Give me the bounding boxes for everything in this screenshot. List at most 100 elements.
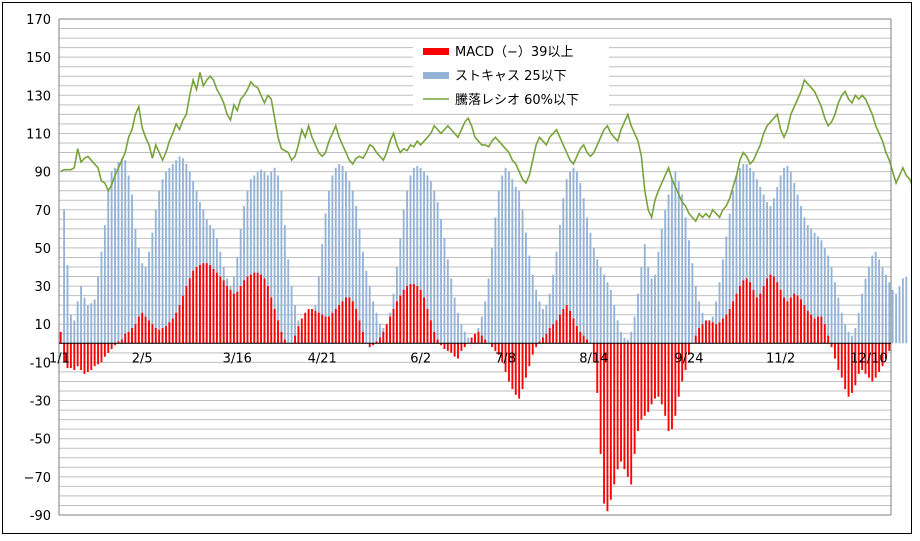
macd-bar (171, 318, 174, 344)
macd-bar (779, 289, 782, 344)
stochastic-bar (861, 293, 864, 344)
macd-bar (657, 343, 660, 397)
macd-bar (484, 339, 487, 344)
macd-bar (664, 343, 667, 416)
macd-bar (823, 324, 826, 344)
stochastic-bar (837, 297, 840, 344)
stochastic-bar (178, 156, 181, 344)
macd-bar (314, 310, 317, 344)
stochastic-bar (582, 198, 585, 344)
macd-bar (766, 278, 768, 344)
macd-bar (800, 299, 802, 344)
stochastic-bar (548, 293, 551, 344)
macd-bar (144, 316, 147, 344)
stochastic-bar (409, 175, 412, 344)
macd-bar (90, 343, 93, 371)
macd-bar (243, 280, 246, 344)
stochastic-bar (688, 240, 690, 344)
macd-bar (229, 289, 232, 344)
macd-bar (504, 343, 507, 372)
macd-bar (440, 343, 442, 346)
y-tick-label: 110 (26, 127, 51, 142)
stochastic-bar (93, 299, 96, 344)
stochastic-bar (817, 236, 819, 344)
macd-bar (518, 343, 521, 399)
stochastic-bar (429, 181, 432, 344)
macd-bar (844, 343, 847, 390)
stochastic-bar (406, 190, 409, 344)
macd-bar (446, 343, 449, 351)
stochastic-bar (888, 282, 891, 344)
macd-bar (294, 335, 296, 344)
stochastic-bar (345, 171, 347, 344)
legend: MACD（−）39以上 ストキャス 25以下 騰落レシオ 60%以下 (413, 39, 609, 109)
y-tick-label: 130 (26, 89, 51, 104)
stochastic-bar (830, 267, 833, 344)
macd-bar (755, 297, 758, 344)
stochastic-bar (572, 167, 575, 344)
stochastic-bar (419, 167, 422, 344)
stochastic-bar (898, 286, 901, 344)
stochastic-bar (491, 247, 493, 344)
macd-bar (640, 343, 643, 420)
stochastic-bar (463, 331, 466, 344)
stochastic-bar (362, 251, 364, 344)
macd-bar (334, 308, 337, 344)
stochastic-bar (881, 267, 884, 344)
stochastic-bar (480, 316, 483, 344)
legend-label-stochastic: ストキャス 25以下 (455, 69, 567, 84)
stochastic-bar (745, 163, 748, 344)
macd-bar (514, 343, 517, 395)
macd-bar (569, 310, 572, 344)
macd-bar (300, 318, 303, 344)
stochastic-bar (630, 331, 633, 344)
stochastic-bar (368, 286, 371, 344)
stochastic-bar (402, 209, 405, 344)
stochastic-bar (124, 160, 127, 344)
macd-bar (521, 343, 524, 390)
macd-bar (463, 343, 466, 348)
macd-bar (375, 341, 378, 344)
macd-bar (545, 333, 548, 344)
macd-bar (528, 343, 531, 367)
stochastic-bar (114, 167, 116, 344)
macd-bar (395, 301, 398, 344)
stochastic-bar (375, 312, 378, 344)
macd-bar (718, 322, 721, 344)
stochastic-bar (182, 158, 184, 344)
macd-bar (810, 314, 813, 344)
stochastic-bar (766, 202, 768, 344)
macd-bar (864, 343, 867, 374)
stochastic-bar (650, 278, 653, 344)
macd-bar (558, 314, 561, 344)
macd-bar (304, 312, 307, 344)
macd-bar (834, 343, 836, 359)
y-tick-label: 90 (34, 166, 51, 181)
stochastic-bar (484, 301, 487, 344)
stochastic-bar (878, 259, 881, 344)
ratio-line (60, 72, 911, 223)
x-tick-label: 1/1 (49, 351, 70, 366)
macd-bar (538, 341, 541, 344)
stochastic-bar (857, 312, 860, 344)
macd-bar (331, 312, 334, 344)
stochastic-bar (148, 251, 150, 344)
macd-bar (188, 278, 191, 344)
stochastic-bar (823, 247, 826, 344)
stochastic-bar (378, 324, 381, 344)
stochastic-bar (348, 181, 351, 344)
macd-bar (847, 343, 850, 397)
stochastic-bar (874, 251, 877, 344)
stochastic-bar (83, 297, 86, 344)
stochastic-bar (66, 265, 69, 344)
macd-bar (562, 308, 565, 344)
y-tick-label: -90 (30, 509, 51, 524)
stochastic-bar (579, 183, 582, 344)
stochastic-bar (134, 228, 137, 344)
macd-bar (266, 286, 269, 344)
legend-label-macd: MACD（−）39以上 (455, 45, 573, 60)
stochastic-bar (321, 244, 324, 344)
stochastic-bar (779, 175, 782, 344)
macd-bar (110, 343, 113, 350)
stochastic-bar (273, 167, 276, 344)
